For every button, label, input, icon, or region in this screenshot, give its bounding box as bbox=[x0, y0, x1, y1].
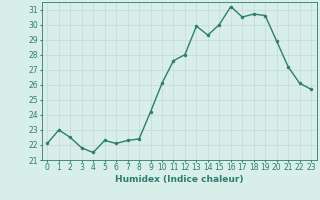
X-axis label: Humidex (Indice chaleur): Humidex (Indice chaleur) bbox=[115, 175, 244, 184]
